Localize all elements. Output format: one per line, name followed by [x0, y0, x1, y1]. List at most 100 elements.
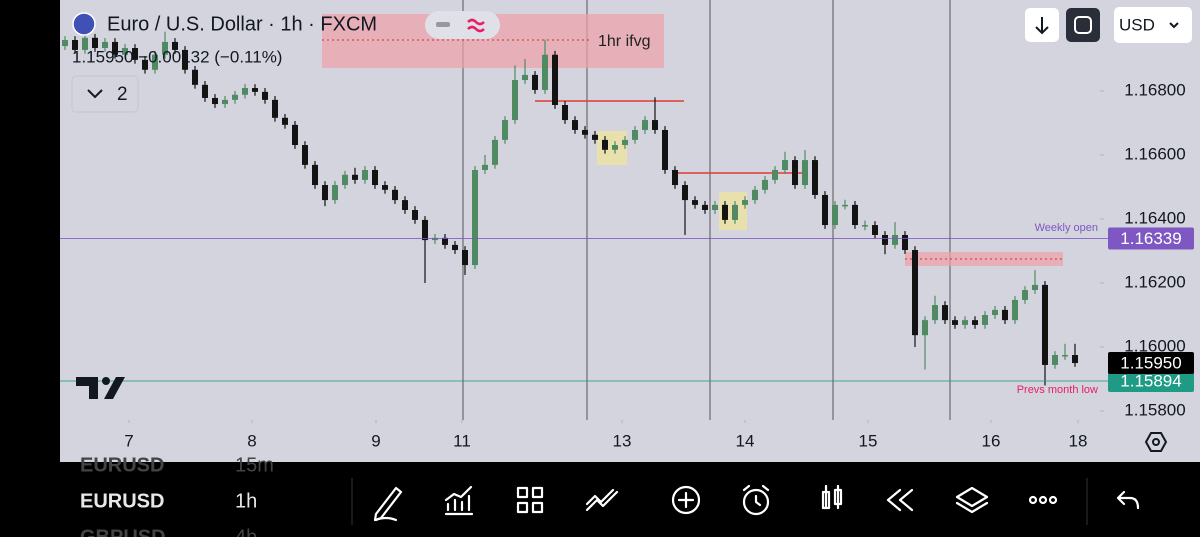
y-tick-label: 1.16400: [1124, 208, 1185, 227]
currency-select[interactable]: [1114, 7, 1192, 43]
more-icon: [1038, 495, 1048, 505]
candle-body: [1062, 355, 1068, 357]
candle-body: [572, 120, 578, 130]
candle-body: [662, 129, 668, 170]
candle-body: [402, 200, 408, 210]
interval[interactable]: 4h: [235, 526, 257, 537]
layers-icon[interactable]: [955, 486, 989, 514]
candles-icon[interactable]: [821, 484, 843, 510]
candle-body: [822, 194, 828, 226]
layout-icon[interactable]: [516, 486, 544, 514]
y-tick-label: 1.16000: [1124, 336, 1185, 355]
toolbar: [373, 484, 1140, 522]
candle-body: [472, 169, 478, 266]
x-tick-label: 13: [613, 431, 632, 450]
candle-body: [722, 204, 728, 220]
price-tag-label: 1.15894: [1120, 371, 1181, 390]
add-icon[interactable]: [671, 485, 701, 515]
symbol-flag-ring: [72, 12, 96, 36]
candle-body: [132, 48, 138, 60]
y-tick-label: 1.16600: [1124, 144, 1185, 163]
candle-body: [282, 117, 288, 125]
x-tick-label: 8: [247, 431, 256, 450]
candle-body: [262, 91, 268, 100]
price-tag: [1108, 369, 1194, 392]
candle-body: [772, 169, 778, 180]
candle-body: [632, 129, 638, 140]
symbol-flag: [73, 13, 95, 35]
candle-body: [292, 124, 298, 146]
back-icon[interactable]: [1116, 490, 1140, 510]
candle-body: [1052, 355, 1058, 365]
candle-body: [672, 169, 678, 186]
candle-body: [302, 145, 308, 165]
candle-body: [372, 169, 378, 186]
chart-title: Euro / U.S. Dollar · 1h · FXCM: [107, 13, 377, 35]
candle-body: [732, 204, 738, 220]
candle-body: [712, 204, 718, 210]
indicators-icon[interactable]: [444, 485, 474, 516]
candle-body: [562, 105, 568, 121]
interval[interactable]: 1h: [235, 490, 257, 512]
draw-icon[interactable]: [373, 486, 403, 522]
candle-body: [972, 320, 978, 325]
candle-body: [622, 139, 628, 146]
y-tick-label: 1.16200: [1124, 272, 1185, 291]
candle-body: [172, 41, 178, 50]
symbol[interactable]: EURUSD: [80, 454, 164, 476]
candle-body: [862, 225, 868, 227]
candle-body: [352, 174, 358, 180]
replay-icon[interactable]: [886, 488, 914, 512]
candle-body: [182, 49, 188, 70]
candle-body: [892, 234, 898, 245]
settings-icon[interactable]: [1144, 432, 1168, 452]
interval[interactable]: 15m: [235, 454, 274, 476]
chevron: [87, 89, 103, 99]
y-tick-label: 1.15800: [1124, 401, 1185, 420]
price-tag-label: 1.16339: [1120, 229, 1181, 248]
candle-body: [832, 204, 838, 226]
candle-body: [242, 88, 248, 95]
x-tick-label: 16: [982, 431, 1001, 450]
candles: [62, 31, 1078, 386]
symbol[interactable]: GBPUSD: [80, 526, 166, 537]
candle-body: [502, 120, 508, 140]
candle-body: [1002, 309, 1008, 321]
settings-icon: [1152, 438, 1160, 446]
candle-body: [192, 69, 198, 85]
candle-body: [1042, 284, 1048, 365]
candle-body: [252, 88, 258, 92]
candle-body: [312, 164, 318, 186]
symbol[interactable]: EURUSD: [80, 490, 164, 512]
fullscreen-button[interactable]: [1066, 8, 1100, 42]
candle-body: [932, 305, 938, 321]
candle-body: [742, 200, 748, 205]
fvg-zone: [905, 252, 1063, 266]
candle-body: [792, 160, 798, 186]
more-icon[interactable]: [1028, 495, 1038, 505]
candle-body: [592, 134, 598, 140]
add-icon: [677, 491, 695, 509]
candle-body: [1012, 299, 1018, 321]
candle-body: [412, 210, 418, 220]
candle-body: [602, 139, 608, 150]
compare-icon[interactable]: [585, 488, 619, 512]
x-tick-label: 11: [453, 431, 471, 450]
indicator-toggle[interactable]: [71, 75, 139, 113]
candle-body: [542, 54, 548, 90]
quote: 1.15950 −0.00132 (−0.11%): [72, 47, 282, 66]
alert-icon[interactable]: [742, 488, 770, 516]
price-tag: [1108, 227, 1194, 250]
candle-body: [202, 84, 208, 98]
chart-pane: [60, 0, 1200, 462]
candle-body: [392, 189, 398, 201]
candle-body: [752, 189, 758, 201]
chevron: [1169, 22, 1179, 29]
candle-body: [962, 320, 968, 325]
candle-body: [1072, 355, 1078, 364]
candle-body: [1022, 290, 1028, 300]
candle-body: [142, 59, 148, 70]
candle-body: [532, 74, 538, 90]
candle-body: [342, 174, 348, 186]
